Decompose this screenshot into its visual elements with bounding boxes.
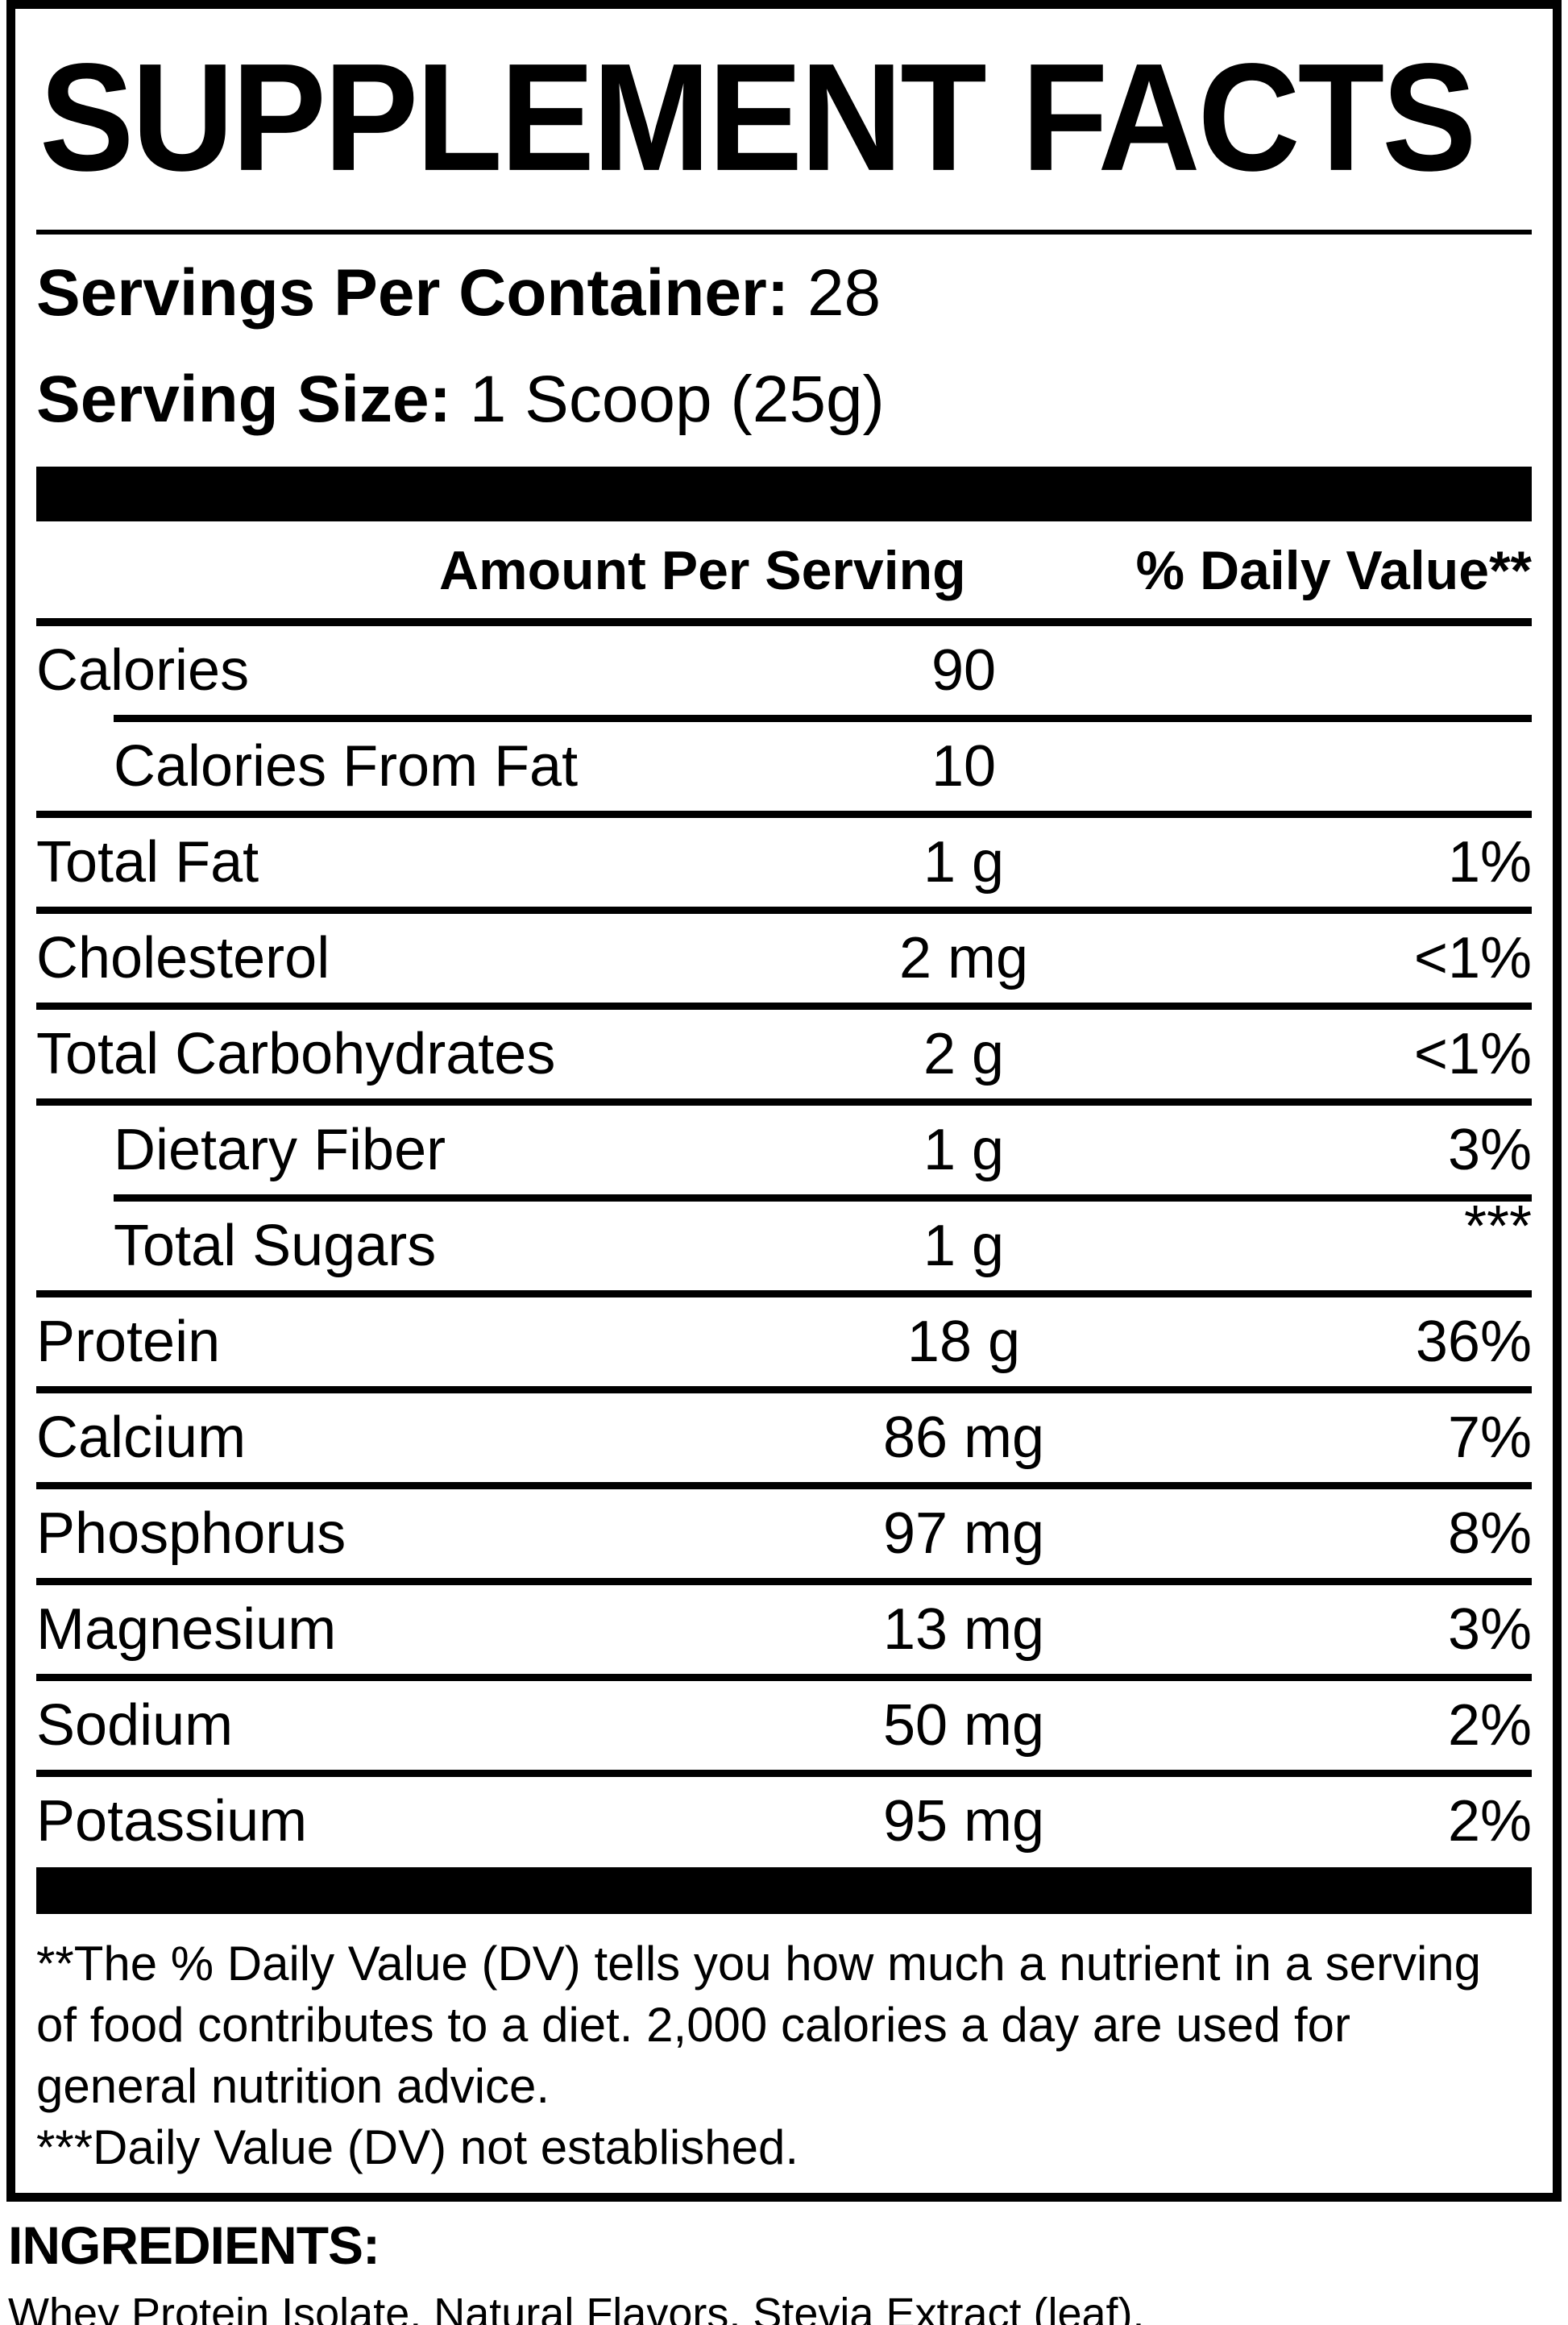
nutrient-row-cholesterol: Cholesterol 2 mg <1% — [36, 914, 1532, 1003]
nutrient-label: Calories — [36, 638, 250, 703]
nutrient-label: Calories From Fat — [114, 734, 579, 799]
row-divider — [36, 1003, 1532, 1010]
nutrient-label: Magnesium — [36, 1597, 337, 1662]
facts-panel: SUPPLEMENT FACTS Servings Per Container:… — [6, 0, 1562, 2202]
nutrient-row-potassium: Potassium 95 mg 2% — [36, 1777, 1532, 1866]
servings-label: Servings Per Container: — [36, 256, 790, 330]
amount-value: 97 mg — [882, 1501, 1045, 1566]
amount-value: 2 g — [923, 1022, 1005, 1086]
nutrient-label: Total Sugars — [114, 1214, 437, 1278]
row-divider — [36, 1290, 1532, 1297]
servings-value: 28 — [807, 256, 881, 330]
nutrient-row-dietary-fiber: Dietary Fiber 1 g 3% — [36, 1106, 1532, 1194]
amount-value: 13 mg — [882, 1597, 1045, 1662]
ingredients-list: Whey Protein Isolate, Natural Flavors, S… — [8, 2290, 1145, 2325]
nutrient-label: Phosphorus — [36, 1501, 346, 1566]
nutrient-label: Protein — [36, 1310, 221, 1374]
row-divider — [36, 1770, 1532, 1777]
amount-value: 1 g — [923, 1118, 1005, 1182]
serving-size-line: Serving Size: 1 Scoop (25g) — [36, 362, 1532, 438]
ingredients-section: INGREDIENTS: Whey Protein Isolate, Natur… — [8, 2215, 1568, 2325]
daily-value: 2% — [1447, 1789, 1532, 1854]
nutrient-row-calories: Calories 90 — [36, 626, 1532, 715]
daily-value: 3% — [1447, 1597, 1532, 1662]
nutrient-label: Total Fat — [36, 830, 259, 895]
daily-value-not-established: *** — [1463, 1194, 1532, 1259]
row-divider — [36, 1482, 1532, 1489]
row-divider-indented — [114, 715, 1532, 722]
daily-value: 1% — [1447, 830, 1532, 895]
daily-value: <1% — [1413, 926, 1532, 990]
daily-value: <1% — [1413, 1022, 1532, 1086]
row-divider-indented — [114, 1194, 1532, 1202]
footnotes: **The % Daily Value (DV) tells you how m… — [36, 1933, 1503, 2178]
amount-value: 10 — [931, 734, 997, 799]
amount-value: 2 mg — [898, 926, 1029, 990]
row-divider — [36, 1386, 1532, 1393]
nutrient-label: Calcium — [36, 1405, 247, 1470]
nutrient-label: Dietary Fiber — [114, 1118, 446, 1182]
nutrient-row-calcium: Calcium 86 mg 7% — [36, 1393, 1532, 1482]
daily-value: 7% — [1447, 1405, 1532, 1470]
footnote-not-established: ***Daily Value (DV) not established. — [36, 2120, 799, 2174]
nutrient-label: Potassium — [36, 1789, 308, 1854]
row-divider — [36, 1674, 1532, 1681]
section-separator-bar-top — [36, 467, 1532, 521]
amount-value: 18 g — [906, 1310, 1021, 1374]
panel-title: SUPPLEMENT FACTS — [39, 32, 1477, 203]
nutrient-row-sodium: Sodium 50 mg 2% — [36, 1681, 1532, 1770]
row-divider — [36, 1578, 1532, 1585]
nutrient-row-total-carbohydrates: Total Carbohydrates 2 g <1% — [36, 1010, 1532, 1098]
daily-value: 8% — [1447, 1501, 1532, 1566]
nutrient-row-total-fat: Total Fat 1 g 1% — [36, 818, 1532, 907]
header-divider — [36, 618, 1532, 626]
row-divider — [36, 1098, 1532, 1106]
amount-value: 90 — [931, 638, 997, 703]
daily-value: 2% — [1447, 1693, 1532, 1758]
daily-value: 3% — [1447, 1118, 1532, 1182]
servings-per-container-line: Servings Per Container: 28 — [36, 255, 1532, 331]
column-header-daily-value: % Daily Value** — [1135, 540, 1532, 601]
daily-value: 36% — [1415, 1310, 1532, 1374]
nutrient-row-calories-from-fat: Calories From Fat 10 — [36, 722, 1532, 811]
amount-value: 50 mg — [882, 1693, 1045, 1758]
column-header-amount: Amount Per Serving — [439, 540, 966, 601]
nutrient-row-phosphorus: Phosphorus 97 mg 8% — [36, 1489, 1532, 1578]
title-divider — [36, 230, 1532, 235]
nutrient-row-protein: Protein 18 g 36% — [36, 1297, 1532, 1386]
amount-value: 95 mg — [882, 1789, 1045, 1854]
nutrient-row-total-sugars: Total Sugars 1 g *** — [36, 1194, 1532, 1290]
table-header-row: Amount Per Serving % Daily Value** — [36, 539, 1532, 602]
nutrient-label: Cholesterol — [36, 926, 330, 990]
serving-size-label: Serving Size: — [36, 363, 451, 436]
amount-value: 1 g — [923, 830, 1005, 895]
serving-size-value: 1 Scoop (25g) — [469, 363, 885, 436]
row-divider — [36, 811, 1532, 818]
nutrient-label: Sodium — [36, 1693, 234, 1758]
nutrient-row-magnesium: Magnesium 13 mg 3% — [36, 1585, 1532, 1674]
footnote-daily-value: **The % Daily Value (DV) tells you how m… — [36, 1937, 1482, 2113]
nutrient-label: Total Carbohydrates — [36, 1022, 556, 1086]
amount-value: 1 g — [923, 1214, 1005, 1278]
ingredients-heading: INGREDIENTS: — [8, 2215, 380, 2275]
section-separator-bar-bottom — [36, 1867, 1532, 1914]
amount-value: 86 mg — [882, 1405, 1045, 1470]
row-divider — [36, 907, 1532, 914]
